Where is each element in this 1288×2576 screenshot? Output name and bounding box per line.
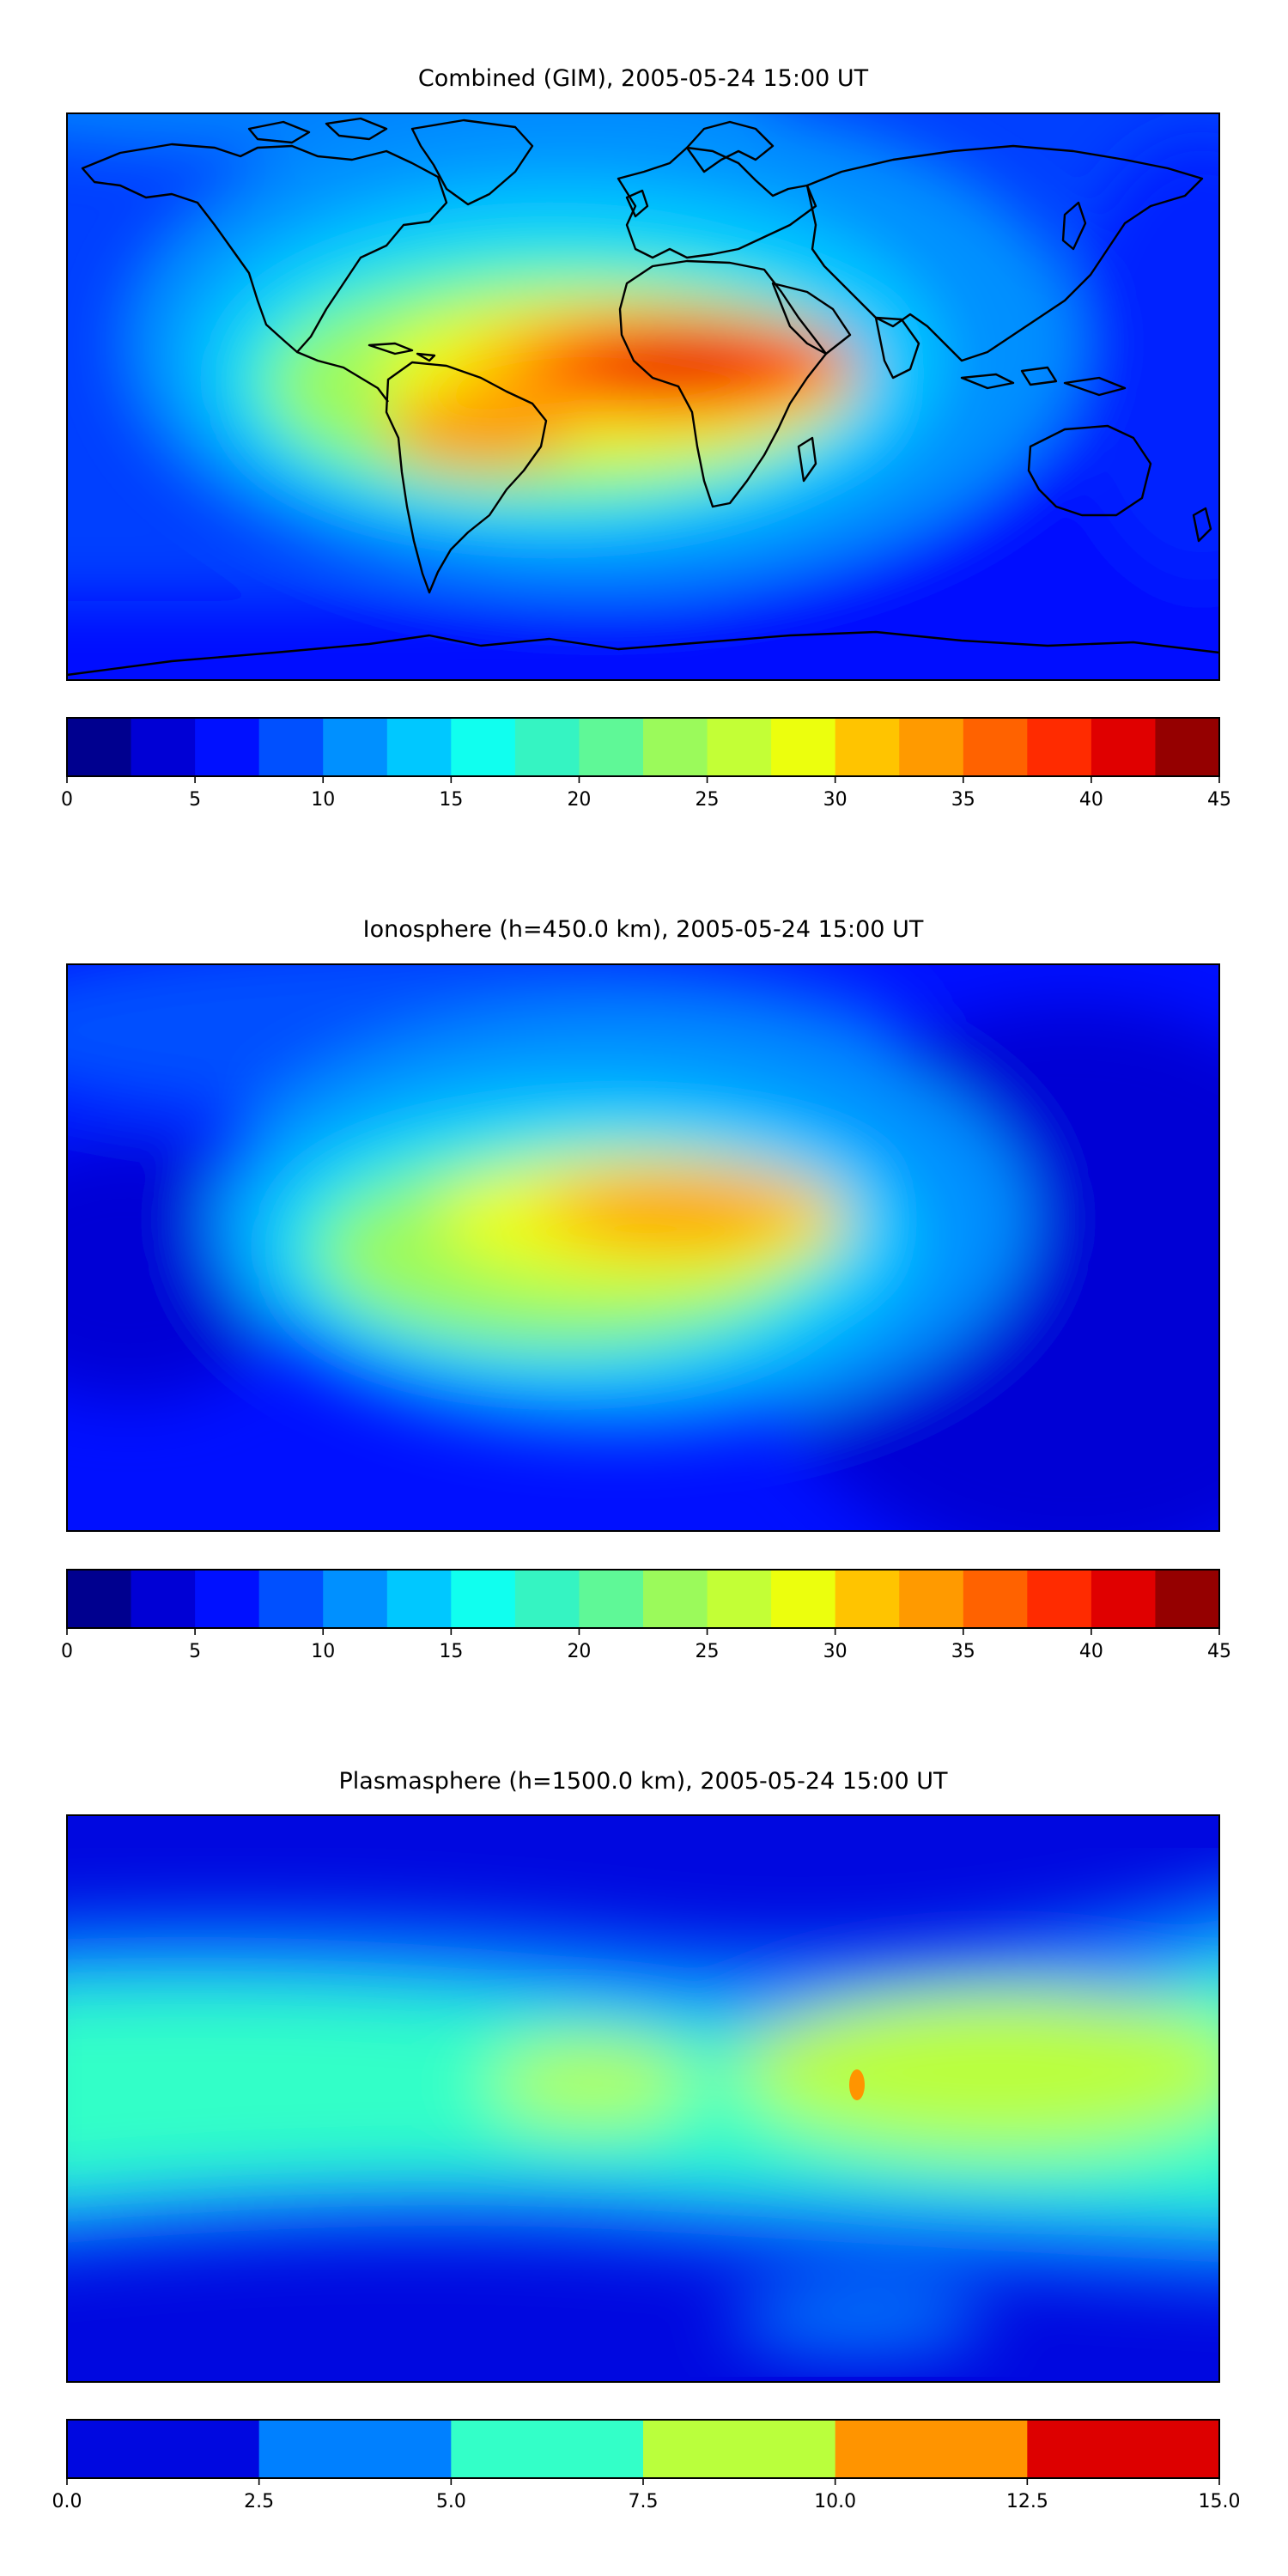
colorbar-block xyxy=(195,1570,260,1628)
colorbar-block xyxy=(1091,718,1157,776)
colorbar-tick-label: 15 xyxy=(439,789,463,811)
colorbar-tick-label: 45 xyxy=(1207,789,1231,811)
axes-frame xyxy=(66,1814,1220,2383)
colorbar-block xyxy=(835,718,900,776)
colorbar-block xyxy=(579,1570,644,1628)
colorbar-block xyxy=(899,718,964,776)
colorbar-block xyxy=(1027,2420,1220,2478)
colorbar-tick-label: 12.5 xyxy=(1006,2491,1048,2512)
colorbar-block xyxy=(258,718,324,776)
colorbar-tick-label: 35 xyxy=(951,789,975,811)
colorbar-block xyxy=(1027,1570,1092,1628)
colorbar-block xyxy=(579,718,644,776)
colorbar-tick-label: 15 xyxy=(439,1641,463,1662)
colorbar-plasmasphere: 0.0 2.5 5.0 7.5 10.0 12.5 15.0 xyxy=(52,2419,1241,2512)
colorbar-tick-label: 2.5 xyxy=(244,2491,274,2512)
colorbar-block xyxy=(451,2420,644,2478)
colorbar-block xyxy=(258,2420,452,2478)
panel-plasmasphere: Plasmasphere (h=1500.0 km), 2005-05-24 1… xyxy=(52,1768,1241,2512)
colorbar-block xyxy=(1027,718,1092,776)
colorbar-block xyxy=(707,718,772,776)
field-contours xyxy=(67,113,1219,680)
colorbar-block xyxy=(963,718,1028,776)
colorbar-tick-label: 7.5 xyxy=(629,2491,659,2512)
colorbar-tick-label: 30 xyxy=(823,789,848,811)
colorbar-tick-label: 0.0 xyxy=(52,2491,82,2512)
colorbar-block xyxy=(643,2420,836,2478)
coastlines xyxy=(66,117,1220,677)
colorbar-block xyxy=(451,1570,516,1628)
colorbar-block xyxy=(963,1570,1028,1628)
panel-title-plasmasphere: Plasmasphere (h=1500.0 km), 2005-05-24 1… xyxy=(339,1768,948,1795)
axes-frame xyxy=(66,112,1220,681)
colorbar-tick-label: 40 xyxy=(1079,789,1103,811)
colorbar-ionosphere: 0 5 10 15 20 25 30 35 40 45 xyxy=(61,1569,1231,1662)
map-field-plasmasphere xyxy=(67,1815,1219,2382)
colorbar-block xyxy=(258,1570,324,1628)
colorbar-block xyxy=(131,1570,196,1628)
colorbar-block xyxy=(67,2420,260,2478)
map-field-ionosphere xyxy=(67,964,1219,1531)
colorbar-tick-label: 5 xyxy=(189,789,201,811)
colorbar-tick-label: 10 xyxy=(311,789,335,811)
colorbar-block xyxy=(1091,1570,1157,1628)
local-maximum-marker xyxy=(849,2069,865,2100)
colorbar-block xyxy=(323,718,388,776)
axes-frame xyxy=(66,963,1220,1532)
colorbar-combined: 0 5 10 15 20 25 30 35 40 45 xyxy=(61,717,1231,811)
colorbar-block xyxy=(514,1570,580,1628)
colorbar-block xyxy=(707,1570,772,1628)
colorbar-tick-label: 20 xyxy=(567,789,591,811)
colorbar-tick-label: 0 xyxy=(61,789,73,811)
colorbar-tick-label: 0 xyxy=(61,1641,73,1662)
field-contours xyxy=(67,964,1219,1531)
colorbar-block xyxy=(643,718,708,776)
colorbar-block xyxy=(835,2420,1028,2478)
field-contours xyxy=(67,1891,1219,2353)
panel-title-ionosphere: Ionosphere (h=450.0 km), 2005-05-24 15:0… xyxy=(363,916,924,943)
colorbar-block xyxy=(643,1570,708,1628)
colorbar-tick-label: 25 xyxy=(696,789,720,811)
colorbar-block xyxy=(514,718,580,776)
colorbar-tick-label: 10.0 xyxy=(814,2491,856,2512)
panel-combined: Combined (GIM), 2005-05-24 15:00 UT xyxy=(61,65,1231,811)
colorbar-block xyxy=(835,1570,900,1628)
colorbar-tick-label: 45 xyxy=(1207,1641,1231,1662)
colorbar-block xyxy=(386,1570,452,1628)
colorbar-block xyxy=(195,718,260,776)
colorbar-block xyxy=(323,1570,388,1628)
colorbar-block xyxy=(771,718,836,776)
colorbar-frame xyxy=(66,1569,1220,1629)
colorbar-tick-label: 40 xyxy=(1079,1641,1103,1662)
colorbar-block xyxy=(899,1570,964,1628)
colorbar-block xyxy=(771,1570,836,1628)
colorbar-frame xyxy=(66,717,1220,777)
colorbar-tick-label: 30 xyxy=(823,1641,848,1662)
panel-title-combined: Combined (GIM), 2005-05-24 15:00 UT xyxy=(418,65,869,92)
colorbar-block xyxy=(67,1570,132,1628)
colorbar-tick-label: 5 xyxy=(189,1641,201,1662)
map-field-combined xyxy=(67,113,1219,680)
colorbar-tick-label: 25 xyxy=(696,1641,720,1662)
colorbar-block xyxy=(131,718,196,776)
panel-ionosphere: Ionosphere (h=450.0 km), 2005-05-24 15:0… xyxy=(61,916,1231,1662)
colorbar-tick-label: 5.0 xyxy=(436,2491,466,2512)
colorbar-tick-label: 20 xyxy=(567,1641,591,1662)
colorbar-block xyxy=(451,718,516,776)
colorbar-block xyxy=(386,718,452,776)
colorbar-tick-label: 15.0 xyxy=(1199,2491,1241,2512)
colorbar-tick-label: 35 xyxy=(951,1641,975,1662)
colorbar-block xyxy=(1155,718,1220,776)
colorbar-block xyxy=(1155,1570,1220,1628)
colorbar-block xyxy=(67,718,132,776)
colorbar-tick-label: 10 xyxy=(311,1641,335,1662)
